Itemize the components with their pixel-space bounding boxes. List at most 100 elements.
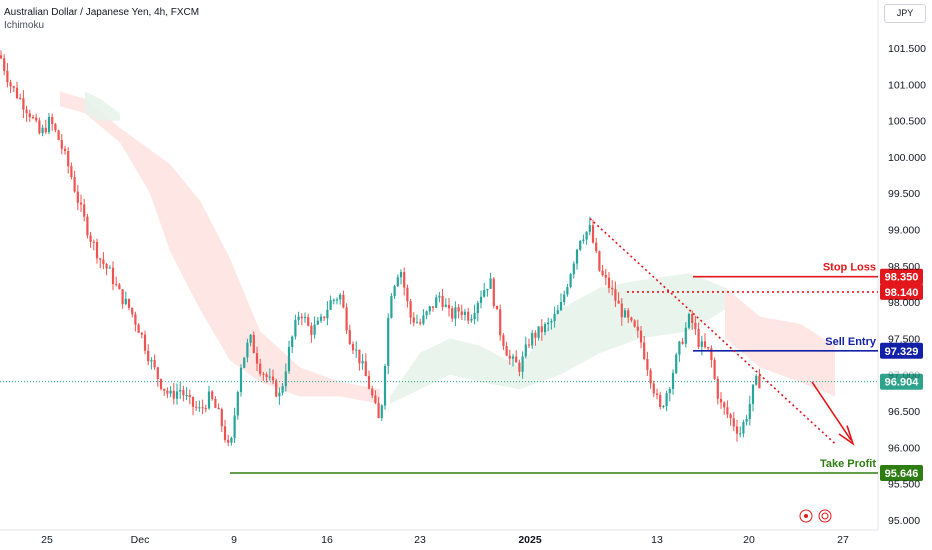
candle-body [588, 225, 591, 232]
candle-body [745, 419, 748, 422]
candle-body [300, 316, 303, 319]
candle-body [556, 310, 559, 314]
candle-body [559, 302, 563, 311]
candle-body [159, 379, 163, 389]
candle-body [630, 317, 633, 321]
candle-body [444, 304, 447, 307]
candle-body [73, 177, 76, 192]
candle-body [60, 140, 63, 149]
candle-body [649, 370, 652, 384]
candle-body [457, 307, 460, 312]
candle-body [611, 288, 614, 290]
candle-body [716, 378, 719, 399]
cloud-bearish [60, 91, 380, 404]
candle-body [47, 117, 51, 133]
candle-body [579, 240, 582, 250]
candle-body [297, 316, 300, 320]
candle-body [729, 414, 732, 419]
candle-body [140, 332, 143, 335]
candle-body [755, 375, 758, 385]
candle-body [467, 311, 470, 321]
candle-body [566, 287, 569, 295]
candle-body [454, 307, 457, 319]
candle-body [684, 327, 687, 344]
candle-body [259, 363, 262, 374]
candle-body [527, 344, 531, 346]
resistance-badge [880, 283, 923, 300]
candle-body [0, 55, 3, 59]
price-tick: 99.000 [888, 225, 920, 237]
candle-body [284, 371, 287, 387]
candle-body [435, 297, 438, 308]
currency-button[interactable]: JPY [884, 4, 926, 23]
candle-body [163, 388, 166, 391]
stop-loss-label: Stop Loss [823, 262, 876, 274]
candle-body [515, 356, 518, 363]
candle-body [367, 376, 371, 389]
candle-body [438, 295, 441, 298]
candle-body [415, 322, 419, 324]
candle-body [387, 317, 390, 366]
candle-body [316, 320, 319, 325]
price-tick: 98.500 [888, 261, 920, 273]
candle-body [95, 241, 99, 259]
candle-body [691, 314, 694, 323]
candle-body [12, 86, 15, 88]
candle-body [223, 426, 227, 440]
projection-arrowhead [838, 425, 855, 446]
candle-body [204, 408, 207, 409]
candle-body [243, 357, 246, 368]
candle-body [393, 286, 396, 297]
candle-body [252, 334, 255, 353]
candle-body [620, 303, 623, 318]
candle-body [428, 306, 431, 312]
candle-body [582, 239, 585, 241]
candle-body [463, 311, 467, 315]
candle-body [115, 284, 118, 286]
candle-body [169, 390, 172, 394]
symbol-title[interactable]: Australian Dollar / Japanese Yen, 4h, FX… [4, 7, 200, 18]
candle-body [326, 309, 329, 319]
take-profit-badge-text: 95.646 [885, 468, 919, 480]
candle-body [419, 322, 422, 324]
candle-body [441, 295, 444, 307]
candle-body [652, 383, 655, 394]
candle-body [201, 407, 204, 409]
candle-body [524, 344, 527, 357]
candle-body [396, 277, 399, 287]
candle-body [521, 356, 524, 372]
indicator-label[interactable]: Ichimoku [4, 20, 45, 31]
candle-body [41, 127, 44, 134]
candle-body [3, 58, 6, 71]
candle-body [147, 350, 150, 362]
trade-levels: Stop Loss Sell Entry Take Profit 98.350 98.1… [0, 218, 923, 481]
candle-body [150, 360, 153, 362]
candle-body [422, 315, 425, 324]
candle-body [255, 353, 259, 364]
candle-body [99, 258, 102, 260]
candle-body [262, 373, 265, 375]
replay-icon[interactable] [799, 509, 832, 523]
candle-body [220, 409, 223, 427]
candle-body [732, 418, 735, 427]
candle-body [403, 272, 406, 288]
cloud-bullish [390, 273, 725, 404]
candle-body [675, 354, 678, 373]
candle-body [89, 235, 92, 242]
candle-body [713, 360, 716, 379]
candle-body [710, 348, 713, 360]
candle-body [735, 426, 739, 434]
candle-body [505, 346, 508, 356]
candle-body [348, 330, 351, 344]
cloud-bearish [725, 287, 835, 397]
candle-body [742, 421, 745, 434]
candle-body [31, 117, 35, 119]
candle-body [447, 304, 451, 309]
candle-body [303, 317, 307, 319]
candle-body [723, 402, 726, 408]
candle-body [335, 299, 339, 301]
candle-body [281, 386, 284, 393]
candle-body [431, 306, 435, 308]
candle-body [633, 320, 636, 327]
